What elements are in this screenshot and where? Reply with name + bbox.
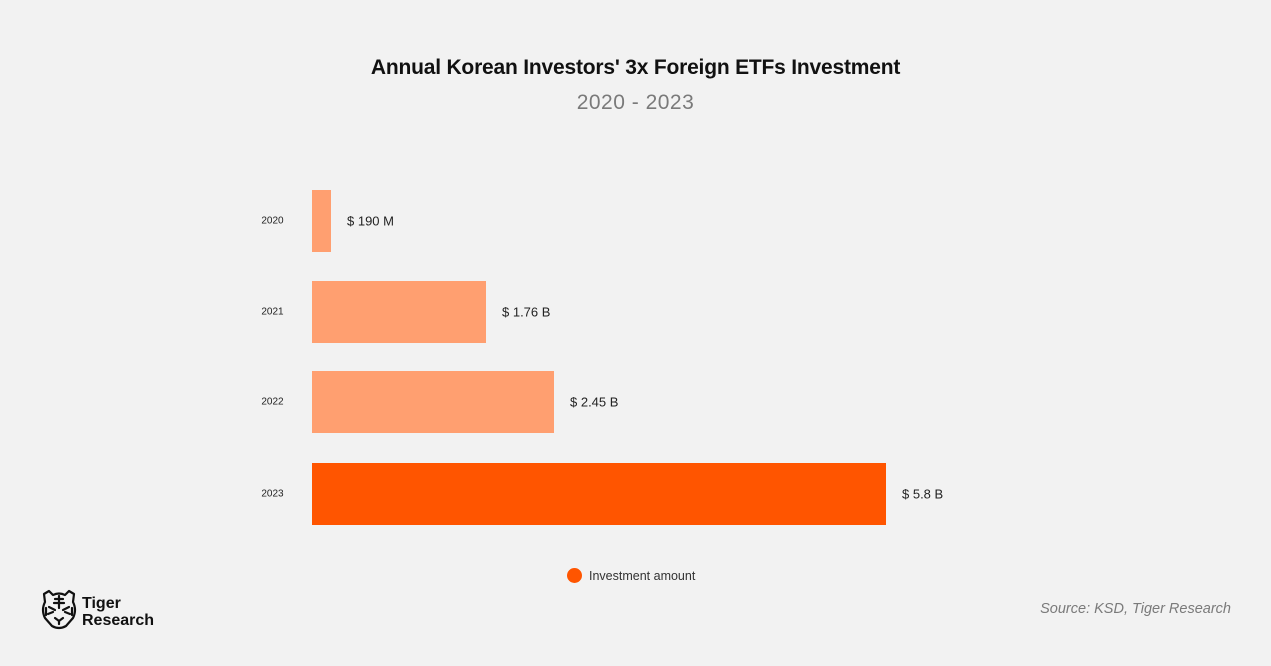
- value-label: $ 5.8 B: [902, 486, 944, 502]
- bar-row-2023: 2023 $ 5.8 B: [0, 463, 1271, 525]
- source-note: Source: KSD, Tiger Research: [1040, 601, 1231, 617]
- legend: Investment amount: [567, 568, 695, 583]
- legend-label: Investment amount: [589, 568, 696, 583]
- bar-row-2021: 2021 $ 1.76 B: [0, 281, 1271, 343]
- tiger-head-icon: [40, 588, 78, 635]
- value-label: $ 2.45 B: [570, 394, 619, 410]
- logo-text-line2: Research: [82, 611, 155, 629]
- bar: [312, 281, 486, 343]
- value-label: $ 1.76 B: [502, 304, 551, 320]
- year-label: 2023: [261, 488, 284, 500]
- tiger-research-logo: Tiger Research: [40, 588, 154, 635]
- bar: [312, 190, 331, 252]
- bar-chart: 2020 $ 190 M 2021 $ 1.76 B 2022 $ 2.45 B…: [0, 190, 1271, 525]
- year-label: 2022: [261, 396, 284, 408]
- legend-dot-icon: [567, 568, 582, 583]
- chart-title: Annual Korean Investors' 3x Foreign ETFs…: [370, 56, 901, 79]
- bar: [312, 463, 886, 525]
- value-label: $ 190 M: [347, 213, 394, 229]
- bar: [312, 371, 554, 433]
- bar-row-2020: 2020 $ 190 M: [0, 190, 1271, 252]
- year-label: 2020: [261, 215, 284, 227]
- bar-row-2022: 2022 $ 2.45 B: [0, 371, 1271, 433]
- chart-subtitle: 2020 - 2023: [576, 91, 695, 114]
- logo-text-line1: Tiger: [82, 594, 121, 612]
- year-label: 2021: [261, 306, 284, 318]
